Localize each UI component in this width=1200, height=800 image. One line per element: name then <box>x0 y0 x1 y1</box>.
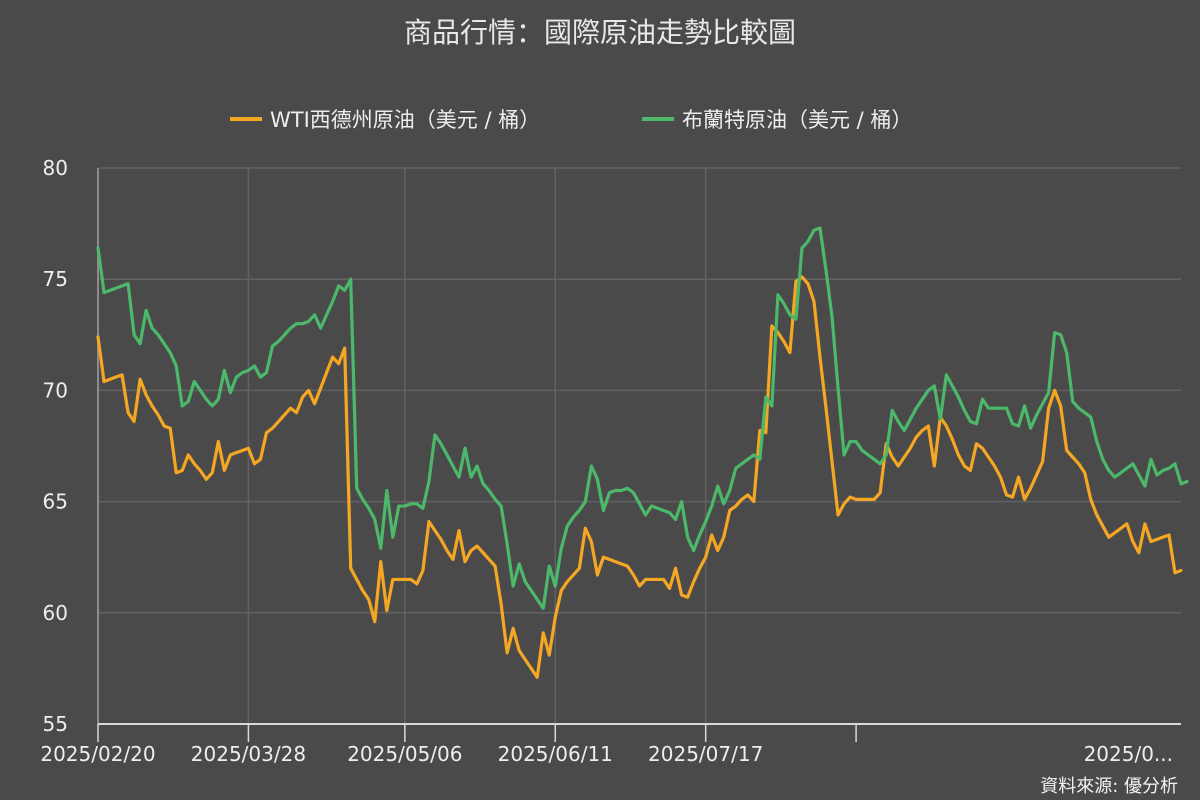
legend-item-brent[interactable]: 布蘭特原油（美元 / 桶） <box>642 108 912 132</box>
series-line-wti <box>96 275 1183 679</box>
x-tick-label: 2025/07/17 <box>648 742 763 766</box>
y-tick-label: 55 <box>43 712 68 736</box>
x-tick-label: 2025/06/11 <box>498 742 613 766</box>
legend-label: WTI西德州原油（美元 / 桶） <box>270 108 540 132</box>
x-tick-label: 2025/03/28 <box>191 742 306 766</box>
y-tick-label: 80 <box>43 156 68 180</box>
y-tick-label: 65 <box>43 490 68 514</box>
source-note: 資料來源: 優分析 <box>1040 776 1178 797</box>
axes: 55 60 65 70 75 80 2025/02/20 2025/03/28 2025/05/… <box>40 156 1181 766</box>
legend-item-wti[interactable]: WTI西德州原油（美元 / 桶） <box>230 108 540 132</box>
series-lines <box>96 226 1189 679</box>
y-tick-label: 60 <box>43 601 68 625</box>
legend-label: 布蘭特原油（美元 / 桶） <box>682 108 912 132</box>
x-tick-label: 2025/0... <box>1084 742 1173 766</box>
x-tick-label: 2025/05/06 <box>347 742 462 766</box>
chart-title: 商品行情：國際原油走勢比較圖 <box>404 16 796 49</box>
grid-lines <box>98 167 1181 724</box>
series-line-brent <box>96 226 1189 610</box>
x-tick-label: 2025/02/20 <box>40 742 155 766</box>
y-tick-label: 70 <box>43 378 68 402</box>
y-tick-label: 75 <box>43 267 68 291</box>
legend[interactable]: WTI西德州原油（美元 / 桶） 布蘭特原油（美元 / 桶） <box>230 108 912 132</box>
